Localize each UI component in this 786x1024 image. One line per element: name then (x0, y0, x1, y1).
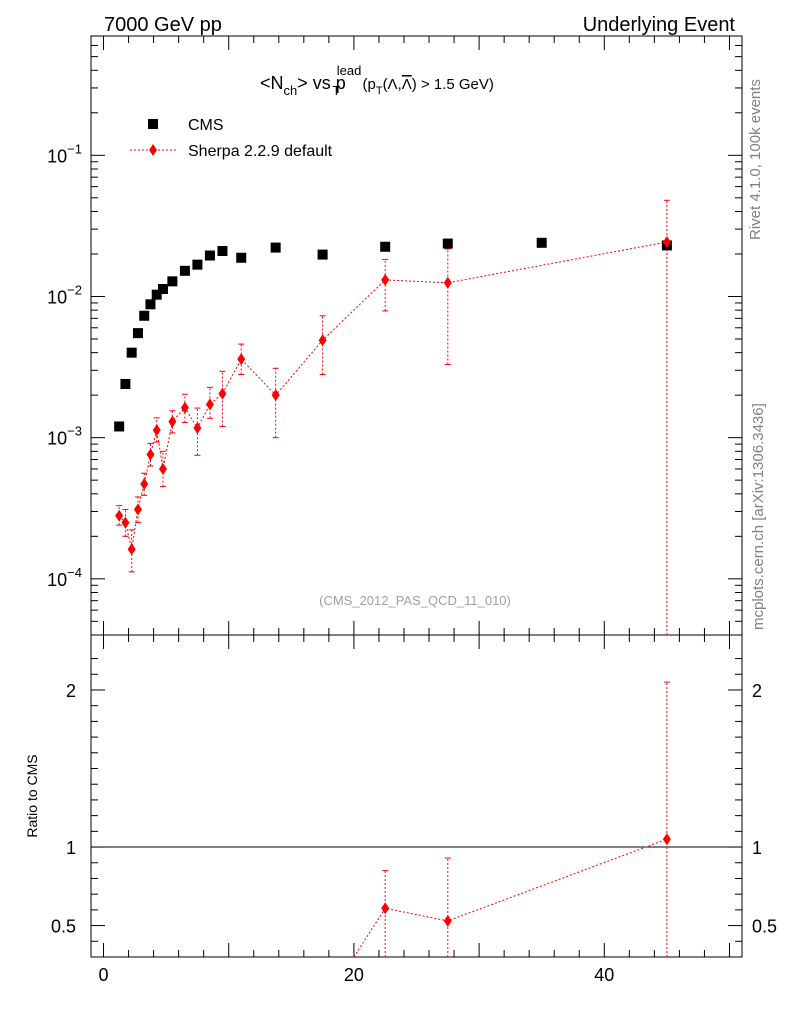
sherpa-line (118, 241, 667, 550)
ratio-ytick-label-left: 2 (66, 681, 76, 701)
ratio-xtick-label: 0 (99, 965, 109, 985)
plot-title: <Nch> vs plead T (pT(Λ,Λ) > 1.5 GeV) (260, 63, 494, 98)
cms-data-point (270, 242, 281, 253)
sherpa-data-point (205, 398, 214, 411)
cms-data-point (204, 250, 215, 261)
sherpa-data-point (237, 353, 246, 366)
mcplots-label: mcplots.cern.ch [arXiv:1306.3436] (750, 403, 767, 630)
cms-data-point (126, 347, 137, 358)
legend: CMS Sherpa 2.2.9 default (130, 117, 333, 160)
sherpa-data-point (133, 503, 142, 516)
analysis-watermark: (CMS_2012_PAS_QCD_11_010) (319, 593, 511, 608)
sherpa-data-point (140, 477, 149, 490)
beam-label: 7000 GeV pp (104, 14, 222, 36)
main-y-axis-labels: 10−1 10−2 10−3 10−4 (47, 141, 82, 590)
cms-data-point (132, 328, 143, 339)
ratio-ytick-label-right: 0.5 (752, 917, 777, 937)
cms-data-point (217, 245, 228, 256)
ratio-ylabel: Ratio to CMS (24, 754, 40, 837)
sherpa-data-point (115, 509, 124, 522)
main-series-layer (114, 199, 672, 635)
cms-data-point (145, 299, 156, 310)
sherpa-data-point (271, 389, 280, 402)
ratio-panel-frame (90, 634, 743, 958)
cms-data-point (317, 249, 328, 260)
ratio-data-point (443, 914, 452, 927)
main-ytick-label: 10−2 (47, 282, 82, 307)
cms-data-point (179, 265, 190, 276)
sherpa-data-point (218, 387, 227, 400)
sherpa-data-point (662, 236, 671, 249)
sherpa-data-point (168, 415, 177, 428)
process-label: Underlying Event (583, 14, 736, 36)
cms-data-point (120, 378, 131, 389)
ratio-xtick-label: 20 (344, 965, 364, 985)
sherpa-data-point (180, 401, 189, 414)
cms-data-point (167, 276, 178, 287)
ratio-series-layer (353, 681, 671, 958)
ratio-data-point (381, 902, 390, 915)
ratio-axis-ticks (91, 635, 742, 957)
ratio-data-point (662, 833, 671, 846)
cms-data-point (139, 310, 150, 321)
cms-data-point (192, 259, 203, 270)
ratio-ytick-label-left: 0.5 (51, 917, 76, 937)
sherpa-data-point (121, 516, 130, 529)
main-ytick-label: 10−1 (47, 141, 82, 166)
sherpa-data-point (381, 273, 390, 286)
ratio-ytick-label-right: 1 (752, 838, 762, 858)
sherpa-data-point (158, 462, 167, 475)
cms-data-point (236, 252, 247, 263)
cms-data-point (151, 289, 162, 300)
ratio-axis-labels: 2 2 1 1 0.5 0.5 0 20 40 (51, 681, 777, 985)
legend-sherpa-marker (149, 144, 157, 156)
cms-data-point (442, 238, 453, 249)
ratio-ytick-label-left: 1 (66, 838, 76, 858)
sherpa-data-point (443, 276, 452, 289)
legend-sherpa-label: Sherpa 2.2.9 default (188, 143, 333, 160)
cms-data-point (114, 421, 125, 432)
legend-cms-marker (148, 119, 158, 129)
legend-cms-label: CMS (188, 117, 224, 134)
sherpa-data-point (152, 424, 161, 437)
sherpa-data-point (146, 448, 155, 461)
main-y-axis-ticks (91, 44, 742, 636)
cms-data-point (536, 237, 547, 248)
cms-data-point (380, 241, 391, 252)
sherpa-data-point (127, 543, 136, 556)
main-ytick-label: 10−3 (47, 424, 82, 449)
main-ytick-label: 10−4 (47, 565, 82, 590)
ratio-ytick-label-right: 2 (752, 681, 762, 701)
rivet-version-label: Rivet 4.1.0, 100k events (747, 79, 764, 240)
sherpa-data-point (193, 422, 202, 435)
ratio-line (353, 838, 668, 958)
sherpa-data-point (318, 334, 327, 347)
main-x-axis-ticks (103, 36, 730, 635)
cms-data-point (157, 283, 168, 294)
ratio-xtick-label: 40 (594, 965, 614, 985)
